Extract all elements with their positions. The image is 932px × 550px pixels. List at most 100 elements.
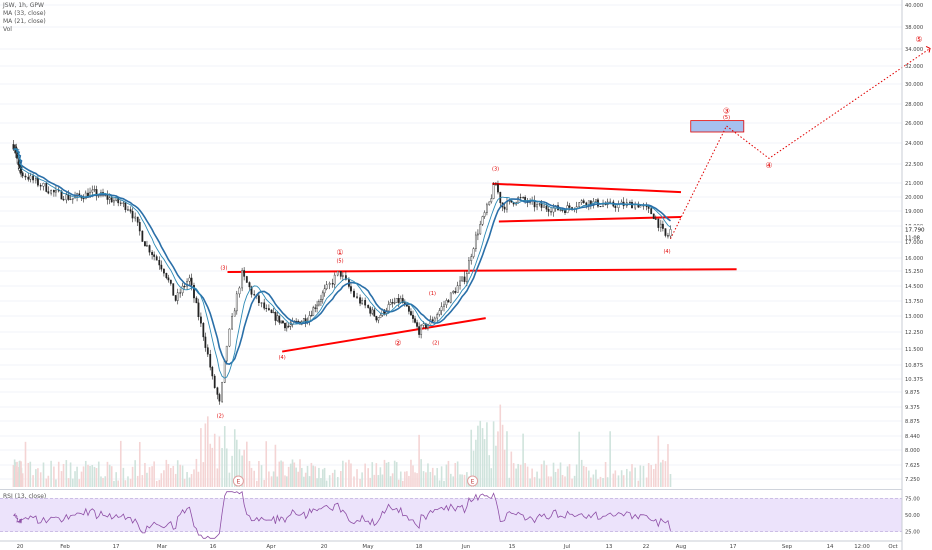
- countdown-label: 11:08: [905, 235, 920, 241]
- candle-body: [197, 302, 200, 318]
- volume-bar: [356, 469, 358, 487]
- volume-bar: [45, 478, 48, 487]
- volume-bar: [301, 467, 303, 487]
- candle-body: [188, 277, 191, 282]
- volume-bar: [333, 469, 336, 487]
- price-tick-label: 21.000: [905, 181, 923, 187]
- volume-bar: [427, 463, 429, 487]
- volume-bar: [433, 475, 436, 487]
- candle-body: [614, 205, 617, 209]
- volume-bar: [155, 480, 158, 487]
- volume-bar: [209, 443, 212, 487]
- volume-bar: [461, 474, 463, 487]
- volume-bar: [195, 458, 198, 487]
- volume-bar: [552, 462, 555, 487]
- candle-body: [250, 286, 253, 295]
- price-tick-label: 32.000: [905, 64, 923, 70]
- legend-ma21[interactable]: MA (21, close): [3, 18, 46, 25]
- legend-vol[interactable]: Vol: [3, 26, 12, 33]
- candle-body: [52, 189, 55, 193]
- volume-bar: [472, 450, 475, 487]
- volume-bar: [399, 471, 402, 487]
- candle-body: [45, 183, 48, 192]
- price-tick-label: 8.440: [905, 434, 920, 440]
- volume-bar: [231, 455, 233, 487]
- volume-bar: [414, 472, 416, 487]
- candle-body: [243, 270, 246, 277]
- price-axis[interactable]: 40.000 38.000 34.000 32.000 30.000 28.000 26.0…: [901, 0, 932, 550]
- volume-bar: [102, 477, 104, 487]
- volume-bar: [588, 470, 590, 487]
- price-tick-label: 30.000: [905, 82, 923, 88]
- volume-bar: [578, 431, 580, 487]
- volume-bar: [599, 476, 602, 487]
- volume-bar: [55, 479, 57, 487]
- volume-bar: [564, 476, 566, 487]
- time-tick-label: Apr: [266, 544, 276, 550]
- volume-bar: [67, 478, 70, 487]
- volume-bar: [312, 465, 315, 487]
- candle-body: [397, 298, 400, 303]
- wave-label: (5): [723, 115, 730, 121]
- candle-body: [287, 325, 290, 327]
- candle-body: [104, 195, 107, 197]
- candle-body: [19, 172, 22, 174]
- target-zone[interactable]: [690, 120, 745, 133]
- volume-bar: [488, 455, 491, 487]
- candle-body: [661, 223, 664, 229]
- legend-symbol[interactable]: JSW, 1h, GPW: [3, 2, 44, 9]
- volume-bar: [80, 471, 83, 487]
- legend-rsi[interactable]: RSI (13, close): [3, 493, 47, 500]
- volume-bar: [612, 473, 615, 487]
- time-axis[interactable]: 20 Feb 17 Mar 16 Apr 20 May 18 Jun 15 Jul 13 22 Aug 17 S…: [0, 540, 902, 550]
- candle-body: [657, 218, 660, 228]
- candle-body: [377, 317, 380, 321]
- target-zone-box[interactable]: [690, 120, 745, 133]
- volume-bar: [408, 475, 410, 487]
- volume-bar: [174, 473, 177, 487]
- projection-arrow: [925, 46, 931, 53]
- earnings-marker[interactable]: E: [232, 475, 244, 487]
- volume-bar: [361, 472, 363, 487]
- candle-body: [160, 264, 163, 270]
- candle-body: [110, 197, 113, 203]
- candle-body: [654, 218, 657, 220]
- candle-body: [280, 320, 283, 323]
- candle-body: [165, 272, 168, 278]
- candle-body: [16, 153, 18, 159]
- candle-body: [650, 208, 653, 215]
- candle-body: [89, 191, 91, 198]
- volume-bar: [69, 462, 72, 487]
- legend-ma33[interactable]: MA (33, close): [3, 10, 46, 17]
- candle-body: [272, 312, 275, 314]
- wave-label: ④: [765, 161, 772, 170]
- candle-body: [238, 287, 241, 295]
- candle-body: [148, 245, 151, 253]
- volume-bar: [536, 471, 538, 487]
- candle-body: [163, 268, 165, 274]
- volume-bar: [179, 464, 181, 487]
- earnings-marker[interactable]: E: [467, 475, 479, 487]
- ma33-line: [13, 148, 671, 366]
- candle-body: [359, 297, 361, 304]
- volume-bar: [270, 476, 273, 487]
- volume-bar: [141, 475, 144, 487]
- price-tick-label: 7.250: [905, 477, 920, 483]
- price-tick-label: 10.375: [905, 377, 923, 383]
- candle-body: [341, 275, 344, 277]
- candle-body: [223, 360, 226, 383]
- volume-bar: [377, 475, 380, 487]
- volume-bar: [268, 471, 270, 487]
- volume-bar: [20, 461, 22, 487]
- volume-bar: [512, 463, 515, 487]
- volume-bar: [371, 462, 374, 487]
- volume-bar: [459, 474, 461, 487]
- volume-bar: [65, 460, 68, 487]
- volume-bar: [93, 466, 96, 487]
- volume-bar: [650, 465, 653, 487]
- volume-bar: [637, 480, 640, 487]
- volume-bar: [278, 461, 281, 487]
- volume-bar: [571, 478, 573, 487]
